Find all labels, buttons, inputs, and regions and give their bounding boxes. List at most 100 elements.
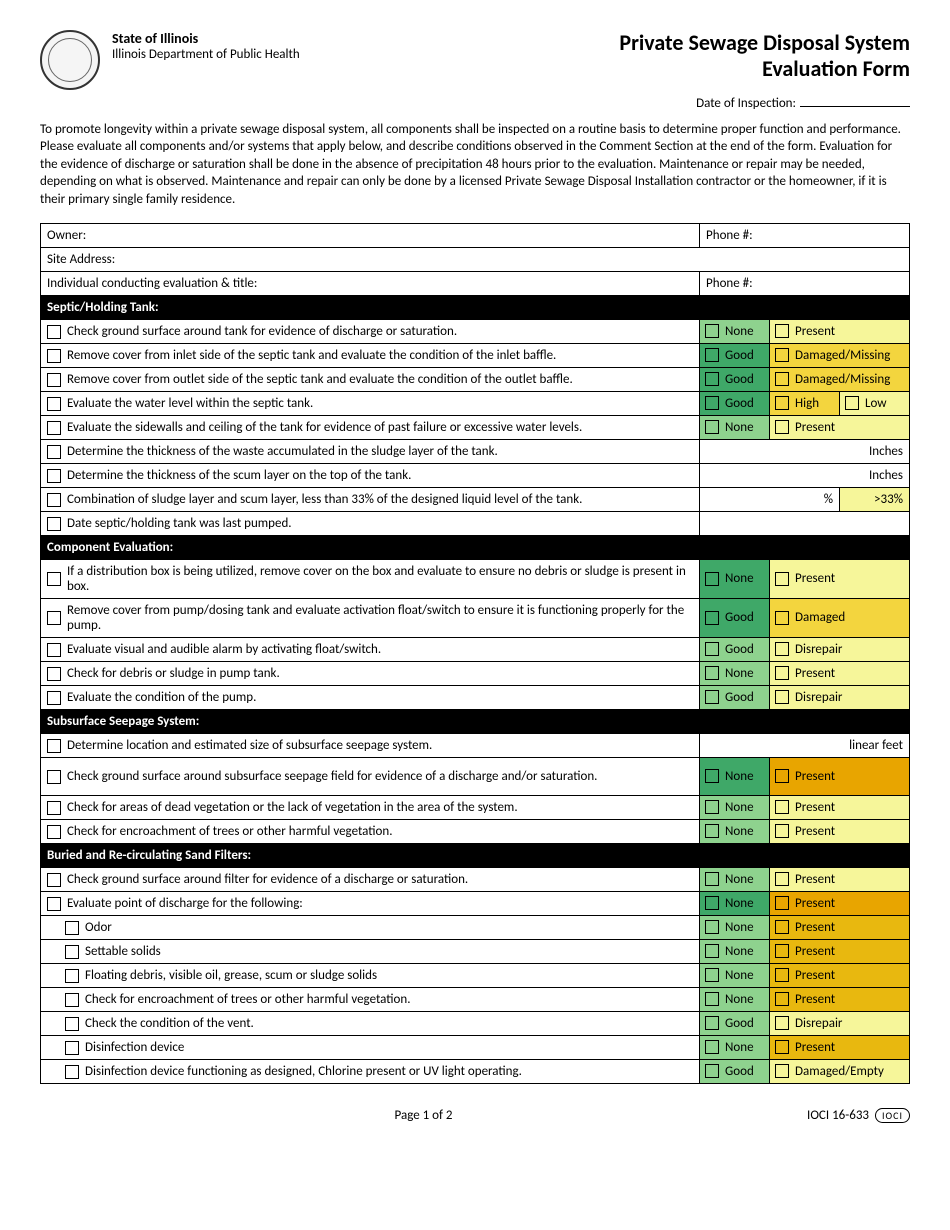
checkbox[interactable] [65,945,79,959]
option-cell[interactable]: Present [770,987,910,1011]
option-cell[interactable]: Good [700,637,770,661]
option-cell[interactable]: Present [770,661,910,685]
checkbox[interactable] [775,572,789,586]
checkbox[interactable] [775,769,789,783]
checkbox[interactable] [47,739,61,753]
checkbox[interactable] [775,872,789,886]
checkbox[interactable] [47,421,61,435]
option-cell[interactable]: None [700,915,770,939]
checkbox[interactable] [47,325,61,339]
option-cell[interactable]: Present [770,1035,910,1059]
checkbox[interactable] [775,666,789,680]
option-cell[interactable]: None [700,757,770,795]
checkbox[interactable] [65,921,79,935]
option-cell[interactable]: Damaged/Empty [770,1059,910,1083]
checkbox[interactable] [775,690,789,704]
option-cell[interactable]: None [700,819,770,843]
checkbox[interactable] [705,420,719,434]
option-cell[interactable]: Present [770,939,910,963]
trail-input[interactable]: linear feet [700,733,910,757]
checkbox[interactable] [775,824,789,838]
checkbox[interactable] [705,872,719,886]
option-cell[interactable]: Present [770,757,910,795]
checkbox[interactable] [65,1041,79,1055]
option-cell[interactable]: Good [700,685,770,709]
checkbox[interactable] [47,667,61,681]
option-cell[interactable]: Good [700,598,770,637]
date-input-line[interactable] [800,93,910,107]
checkbox[interactable] [705,611,719,625]
checkbox[interactable] [775,324,789,338]
option-cell[interactable]: None [700,415,770,439]
checkbox[interactable] [47,873,61,887]
percent-input[interactable]: % [700,487,840,511]
checkbox[interactable] [65,1065,79,1079]
checkbox[interactable] [775,611,789,625]
checkbox[interactable] [775,968,789,982]
checkbox[interactable] [47,801,61,815]
checkbox[interactable] [705,944,719,958]
option-cell[interactable]: Present [770,415,910,439]
checkbox[interactable] [845,396,859,410]
checkbox[interactable] [775,944,789,958]
option-cell[interactable]: Disrepair [770,1011,910,1035]
option-cell[interactable]: None [700,891,770,915]
checkbox[interactable] [47,825,61,839]
checkbox[interactable] [47,397,61,411]
checkbox[interactable] [705,372,719,386]
option-cell[interactable]: Present [770,819,910,843]
checkbox[interactable] [705,1040,719,1054]
option-cell[interactable]: None [700,963,770,987]
option-cell[interactable]: Damaged/Missing [770,367,910,391]
option-cell[interactable]: None [700,867,770,891]
checkbox[interactable] [775,800,789,814]
option-cell[interactable]: None [700,661,770,685]
option-cell[interactable]: Disrepair [770,685,910,709]
checkbox[interactable] [705,572,719,586]
evaluator-phone-field[interactable]: Phone #: [700,271,910,295]
option-cell[interactable]: None [700,795,770,819]
checkbox[interactable] [705,992,719,1006]
checkbox[interactable] [705,348,719,362]
checkbox[interactable] [47,770,61,784]
option-cell[interactable]: Present [770,867,910,891]
checkbox[interactable] [65,969,79,983]
option-cell[interactable]: Good [700,1059,770,1083]
checkbox[interactable] [705,666,719,680]
checkbox[interactable] [705,896,719,910]
checkbox[interactable] [705,324,719,338]
checkbox[interactable] [775,348,789,362]
option-cell[interactable]: None [700,1035,770,1059]
checkbox[interactable] [47,469,61,483]
checkbox[interactable] [47,897,61,911]
option-cell[interactable]: None [700,319,770,343]
checkbox[interactable] [705,1064,719,1078]
checkbox[interactable] [775,372,789,386]
checkbox[interactable] [705,824,719,838]
option-cell[interactable]: Present [770,915,910,939]
checkbox[interactable] [65,1017,79,1031]
trail-input[interactable]: Inches [700,439,910,463]
checkbox[interactable] [47,493,61,507]
checkbox[interactable] [775,920,789,934]
checkbox[interactable] [47,611,61,625]
checkbox[interactable] [775,1040,789,1054]
site-address-field[interactable]: Site Address: [41,247,910,271]
owner-field[interactable]: Owner: [41,223,700,247]
checkbox[interactable] [47,517,61,531]
checkbox[interactable] [775,420,789,434]
option-cell[interactable]: Present [770,891,910,915]
owner-phone-field[interactable]: Phone #: [700,223,910,247]
checkbox[interactable] [47,349,61,363]
checkbox[interactable] [775,396,789,410]
checkbox[interactable] [47,373,61,387]
checkbox[interactable] [705,968,719,982]
checkbox[interactable] [47,445,61,459]
option-cell[interactable]: Good [700,391,770,415]
checkbox[interactable] [65,993,79,1007]
checkbox[interactable] [775,642,789,656]
checkbox[interactable] [47,691,61,705]
option-cell[interactable]: Damaged/Missing [770,343,910,367]
option-cell[interactable]: None [700,987,770,1011]
blank-input[interactable] [700,511,910,535]
